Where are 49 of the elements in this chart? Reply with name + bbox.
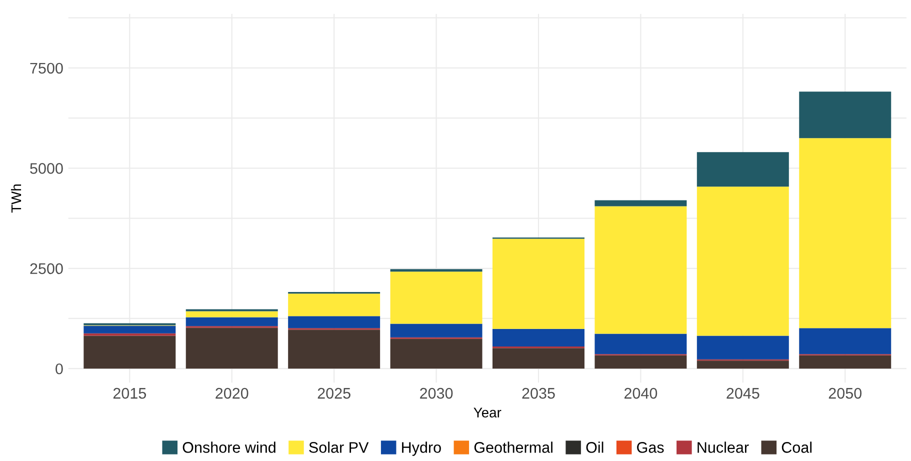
bar [594,355,687,369]
bar [594,206,687,334]
bar [696,360,789,369]
bar [390,324,482,338]
bar [492,238,584,329]
x-tick-label: 2045 [726,388,760,399]
bar [288,294,380,316]
x-tick-label: 2050 [828,388,862,399]
bar [84,326,176,334]
bar [799,328,892,354]
legend-label: Gas [637,442,664,453]
bar [696,186,789,336]
x-tick-label: 2020 [216,388,248,399]
bar [492,348,584,369]
bar [390,272,482,324]
x-tick-label: 2040 [624,388,658,399]
x-tick-label: 2035 [522,388,555,399]
y-tick-label: 5000 [30,163,63,174]
bar [696,152,789,187]
bar [186,311,278,318]
bar [390,269,482,272]
y-axis-title: TWh [10,184,22,213]
bar [799,138,892,328]
bar [288,316,380,328]
bar [594,200,687,206]
legend-label: Hydro [402,442,441,456]
x-tick-label: 2030 [420,388,453,399]
bar [594,334,687,354]
bar [799,355,892,369]
y-tick-label: 2500 [30,263,63,274]
x-axis-title: Year [474,408,502,418]
x-tick-label: 2015 [113,388,146,399]
bar [186,328,278,369]
y-tick-label: 0 [56,363,63,374]
bar [84,336,176,369]
legend-label: Solar PV [309,442,369,453]
bar [288,330,380,369]
bar [390,338,482,369]
bar [696,336,789,360]
legend-label: Oil [586,442,604,453]
bar [186,317,278,326]
legend-label: Coal [782,442,812,453]
x-tick-label: 2025 [318,388,350,399]
bar [492,328,584,347]
legend-label: Nuclear [698,442,749,453]
legend-label: Onshore wind [182,442,276,453]
y-tick-label: 7500 [30,62,63,74]
legend-label: Geothermal [474,442,552,453]
bar [799,92,892,138]
